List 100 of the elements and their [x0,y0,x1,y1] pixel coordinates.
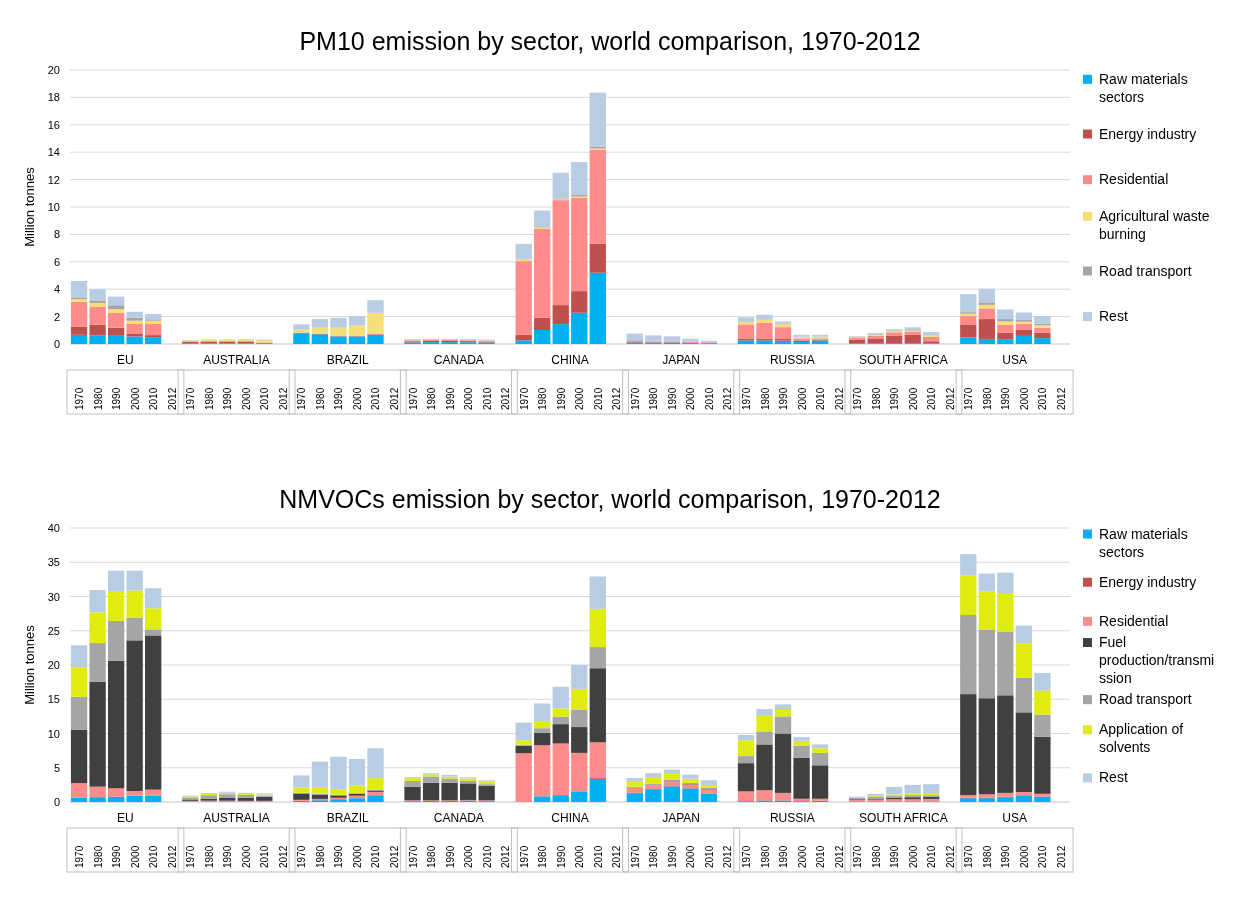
x-tick-label: 2010 [1037,387,1049,410]
x-tick-label: 2000 [685,387,697,410]
chart-title: NMVOCs emission by sector, world comparison, 1970-2012 [279,485,941,513]
x-tick-label: 2012 [277,387,289,410]
x-tick-label: 1990 [778,845,790,868]
text: BRAZIL [326,353,370,367]
y-tick-label: 10 [47,727,60,740]
x-tick-label: 1970 [74,845,86,868]
x-tick-label: 2012 [166,387,178,410]
legend-label: Road transport [1099,262,1192,279]
text: CANADA [433,811,484,825]
x-tick-label: 2012 [833,845,845,868]
x-tick-label: 2012 [277,845,289,868]
y-tick-label: 18 [47,91,60,104]
x-tick-label: 2012 [944,845,956,868]
x-tick-label: 1990 [444,845,456,868]
legend-label: Residential [1099,171,1169,188]
y-tick-label: 16 [47,118,60,131]
x-tick-label: 2000 [463,387,475,410]
x-tick-label: 2010 [481,387,493,410]
y-axis-title: Million tonnes [22,166,37,247]
x-tick-label: 1980 [870,387,882,410]
x-tick-label: 1980 [648,845,660,868]
x-tick-label: 1990 [222,387,234,410]
text: SOUTH AFRICA [859,353,948,367]
x-tick-label: 1980 [759,387,771,410]
x-tick-label: 1970 [852,845,864,868]
x-tick-label: 1970 [852,387,864,410]
y-tick-label: 5 [53,761,60,774]
x-tick-label: 1970 [629,845,641,868]
x-tick-label: 2012 [1055,845,1067,868]
x-tick-label: 1980 [981,845,993,868]
x-tick-label: 1970 [963,845,975,868]
x-tick-label: 1990 [889,387,901,410]
legend-label: Rest [1099,308,1128,325]
y-tick-label: 0 [53,796,60,808]
x-tick-label: 1990 [444,387,456,410]
x-tick-label: 1980 [426,845,438,868]
x-tick-label: 2010 [259,845,271,868]
legend-label: Application of solvents [1099,721,1184,756]
x-tick-label: 2012 [1055,387,1067,410]
text: SOUTH AFRICA [859,811,948,825]
x-tick-label: 2000 [1018,387,1030,410]
x-tick-label: 2000 [685,845,697,868]
x-tick-label: 1970 [185,387,197,410]
x-tick-label: 1990 [666,387,678,410]
text: CHINA [551,811,589,825]
x-tick-label: 1970 [518,845,530,868]
x-tick-label: 1990 [1000,387,1012,410]
x-tick-label: 2012 [389,845,401,868]
x-tick-label: 1970 [296,845,308,868]
x-tick-label: 1980 [537,387,549,410]
x-tick-label: 2000 [463,845,475,868]
x-tick-label: 2010 [815,845,827,868]
legend-label: Energy industry [1099,125,1197,142]
x-tick-label: 1980 [314,845,326,868]
x-tick-label: 2000 [129,845,141,868]
x-tick-label: 2012 [611,845,623,868]
y-tick-label: 15 [47,693,60,706]
legend-label: Road transport [1099,691,1192,708]
x-tick-label: 2000 [907,845,919,868]
x-tick-label: 1990 [333,845,345,868]
y-tick-label: 8 [53,228,60,241]
x-tick-label: 2012 [166,845,178,868]
y-axis-title: Million tonnes [22,624,37,705]
x-tick-label: 2010 [592,845,604,868]
x-tick-label: 2010 [592,387,604,410]
x-tick-label: 2000 [574,387,586,410]
x-tick-label: 2010 [148,845,160,868]
x-tick-label: 1990 [111,387,123,410]
y-tick-label: 10 [47,201,60,213]
x-tick-label: 1990 [222,845,234,868]
x-tick-label: 1970 [185,845,197,868]
x-tick-label: 1990 [666,845,678,868]
x-tick-label: 2012 [722,845,734,868]
y-tick-label: 12 [47,173,60,186]
x-tick-label: 2010 [370,387,382,410]
legend-label: Raw materials sectors [1099,525,1188,560]
chart-title: PM10 emission by sector, world comparison, 1970-2012 [299,27,921,55]
text: AUSTRALIA [203,353,270,367]
x-tick-label: 1970 [740,387,752,410]
x-tick-label: 2000 [907,387,919,410]
legend-label: Rest [1099,769,1128,786]
x-tick-label: 2012 [500,387,512,410]
x-tick-label: 2010 [148,387,160,410]
x-tick-label: 2010 [370,845,382,868]
x-tick-label: 2012 [611,387,623,410]
x-tick-label: 1980 [759,845,771,868]
x-tick-label: 2000 [574,845,586,868]
x-tick-label: 1980 [648,387,660,410]
x-tick-label: 1970 [74,387,86,410]
y-tick-label: 14 [47,146,60,159]
y-tick-label: 25 [47,624,60,637]
y-tick-label: 35 [47,556,60,569]
y-tick-label: 4 [53,283,60,296]
legend-label: Raw materials sectors [1099,70,1188,105]
x-tick-label: 2000 [351,845,363,868]
x-tick-label: 1980 [203,387,215,410]
x-tick-label: 2012 [389,387,401,410]
x-tick-label: 1970 [740,845,752,868]
